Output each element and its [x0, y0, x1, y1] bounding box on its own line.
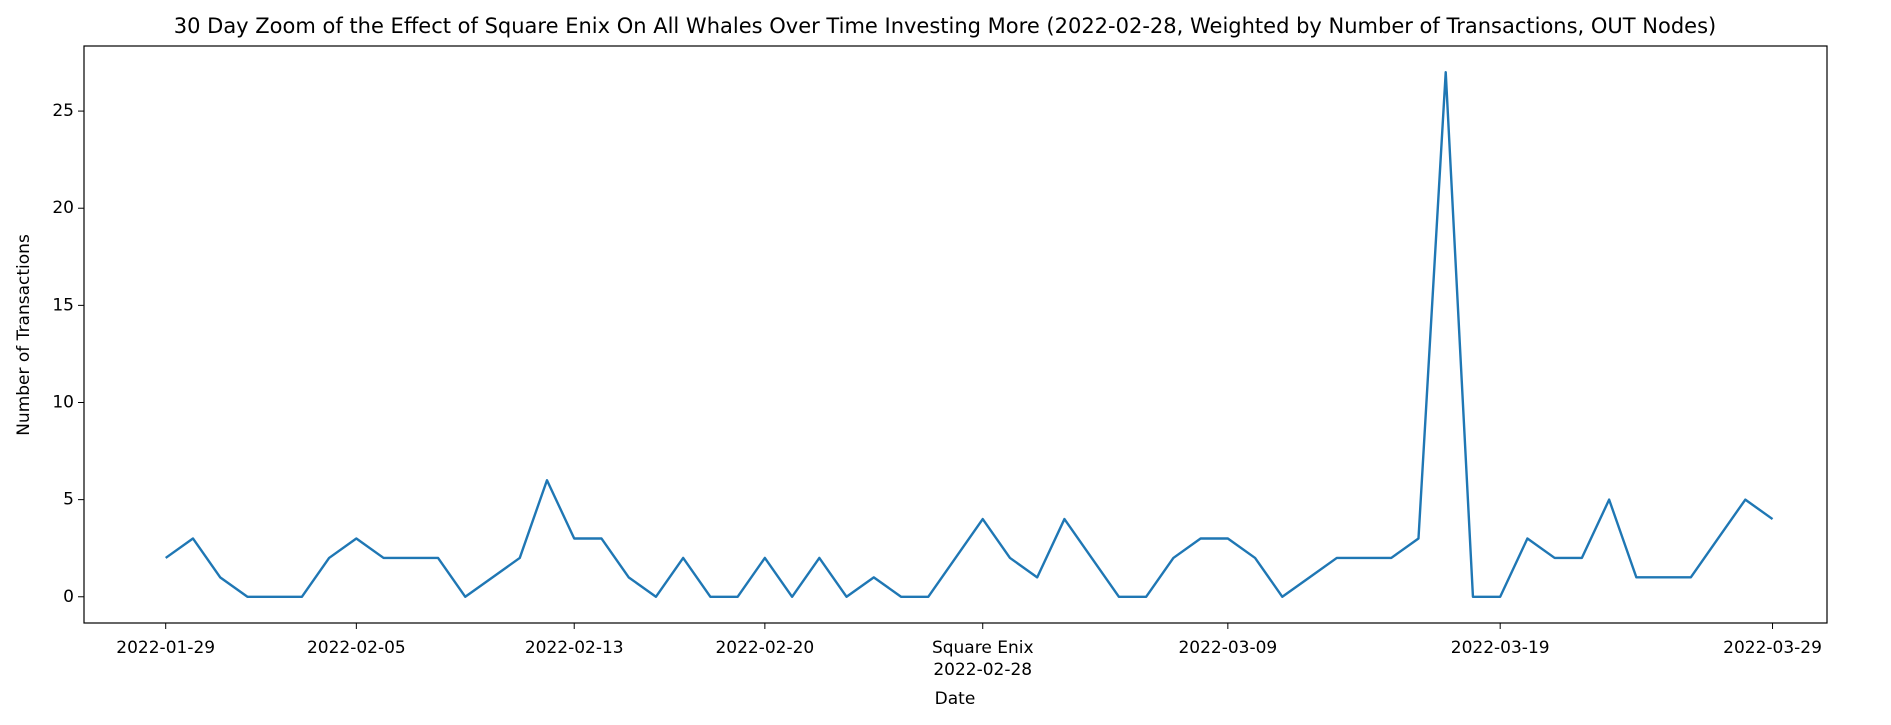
y-axis-label: Number of Transactions	[14, 234, 34, 436]
x-tick-label: 2022-01-29	[116, 638, 215, 658]
y-tick-label: 20	[52, 198, 74, 218]
x-tick-label: 2022-02-05	[307, 638, 406, 658]
x-tick-label: 2022-03-29	[1723, 638, 1822, 658]
x-tick-label: 2022-03-19	[1451, 638, 1550, 658]
x-tick-label: 2022-02-13	[525, 638, 624, 658]
y-tick-label: 0	[63, 587, 74, 607]
y-tick-label: 5	[63, 490, 74, 510]
y-tick-label: 10	[52, 392, 74, 412]
series-line	[165, 71, 1774, 598]
chart-title: 30 Day Zoom of the Effect of Square Enix…	[174, 14, 1717, 38]
x-tick-label: 2022-02-20	[715, 638, 814, 658]
event-label: Square Enix	[932, 638, 1034, 658]
plot-frame	[83, 45, 1828, 624]
x-axis-label: Date	[935, 689, 976, 709]
x-tick-label: 2022-03-09	[1178, 638, 1277, 658]
x-tick-label: 2022-02-28	[933, 660, 1032, 680]
y-tick-label: 25	[52, 101, 74, 121]
y-tick-label: 15	[52, 295, 74, 315]
